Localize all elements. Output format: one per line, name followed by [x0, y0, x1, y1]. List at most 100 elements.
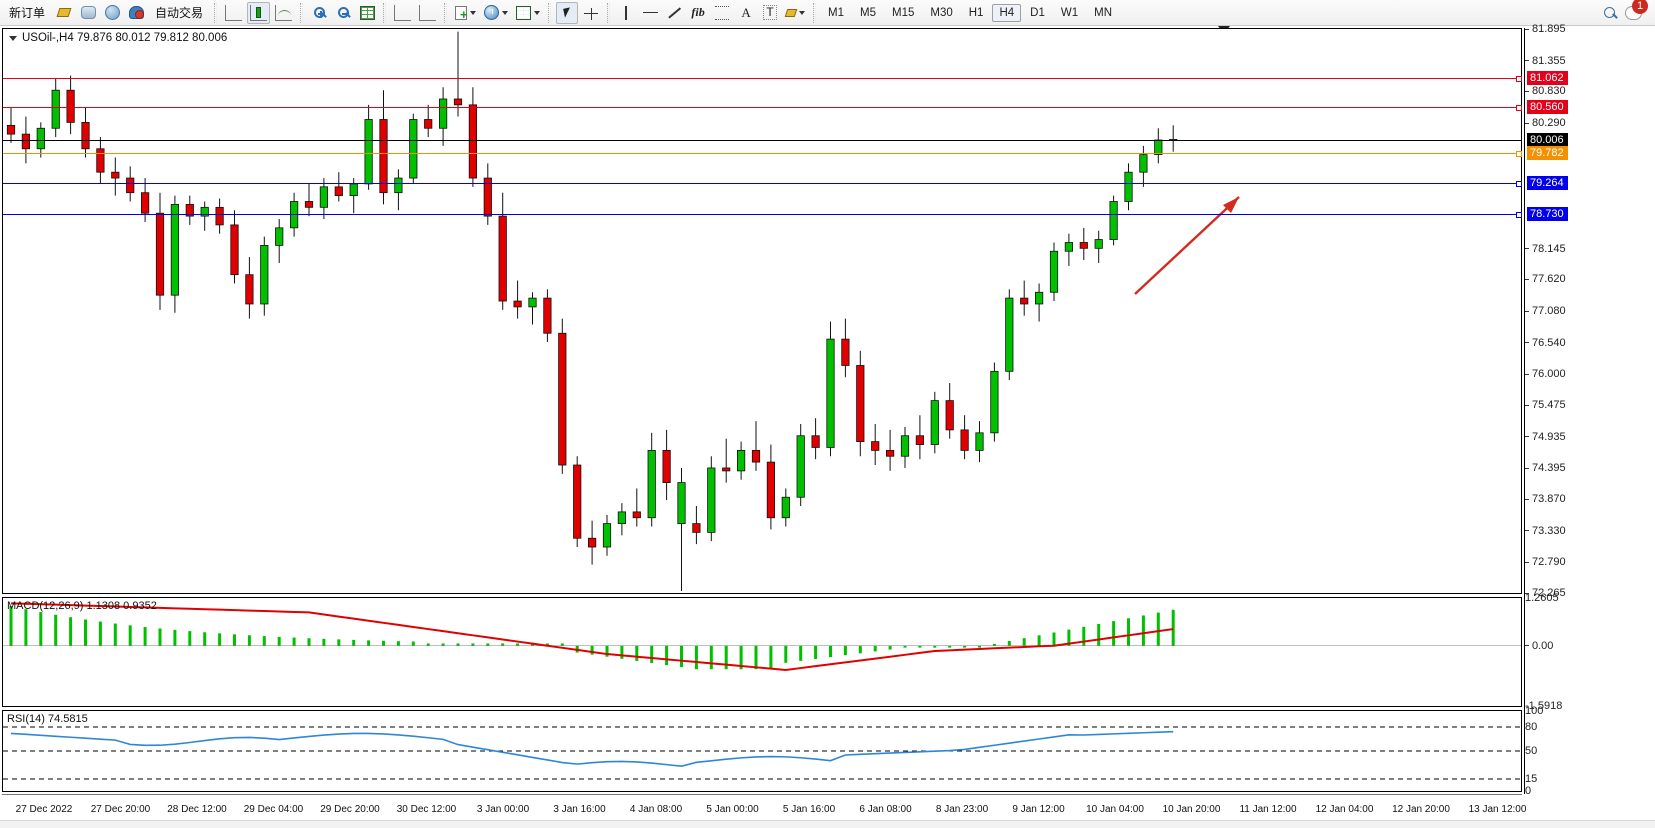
time-tick: 27 Dec 20:00: [90, 804, 151, 815]
rsi-pane[interactable]: RSI(14) 74.5815: [2, 710, 1522, 792]
price-tick: 80.830: [1525, 85, 1566, 97]
indicators-icon[interactable]: [452, 2, 479, 24]
timeframe-m5[interactable]: M5: [860, 6, 876, 19]
toolbar-separator: [548, 2, 552, 23]
price-level-line-support[interactable]: [3, 181, 1522, 188]
time-tick: 10 Jan 20:00: [1162, 804, 1221, 815]
price-tick: 80.290: [1525, 117, 1566, 129]
price-level-line-pivot[interactable]: [3, 150, 1522, 157]
time-tick: 27 Dec 2022: [15, 804, 73, 815]
timeframe-w1[interactable]: W1: [1060, 6, 1079, 19]
price-level-label-pivot[interactable]: 79.782: [1527, 145, 1568, 160]
price-level-label-support[interactable]: 78.730: [1527, 207, 1568, 222]
price-tick: 76.540: [1525, 337, 1566, 349]
price-level-label-current-price[interactable]: 80.006: [1527, 132, 1568, 147]
time-tick: 4 Jan 08:00: [629, 804, 683, 815]
price-tick: 73.870: [1525, 493, 1566, 505]
price-tick: 81.895: [1525, 23, 1566, 35]
price-level-label-resistance[interactable]: 80.560: [1527, 100, 1568, 115]
horizontal-scrollbar[interactable]: [0, 820, 1655, 828]
time-tick: 8 Jan 23:00: [935, 804, 989, 815]
expert-advisor-icon[interactable]: [125, 2, 147, 24]
timeframe-mn[interactable]: MN: [1094, 6, 1112, 19]
timeframe-h4[interactable]: H4: [992, 3, 1022, 22]
time-tick: 6 Jan 08:00: [859, 804, 912, 815]
chart-shift-icon[interactable]: [391, 2, 414, 24]
cursor-icon[interactable]: [556, 1, 579, 24]
objects-icon[interactable]: [783, 2, 808, 24]
auto-scroll-icon[interactable]: [416, 2, 439, 24]
candlestick-chart-icon[interactable]: [247, 1, 271, 24]
text-label-icon[interactable]: T: [759, 2, 781, 24]
zoom-in-icon[interactable]: [308, 2, 330, 24]
time-tick: 9 Jan 12:00: [1012, 804, 1065, 815]
time-tick: 29 Dec 04:00: [243, 804, 304, 815]
price-tick: 77.620: [1525, 273, 1566, 285]
time-tick: 28 Dec 12:00: [167, 804, 227, 815]
level-handle[interactable]: [1516, 212, 1522, 219]
level-handle[interactable]: [1516, 150, 1522, 157]
fibonacci-icon[interactable]: fib: [691, 5, 705, 19]
time-axis: 27 Dec 2022 27 Dec 20:00 28 Dec 12:00 29 De…: [2, 794, 1526, 826]
globe-icon[interactable]: [101, 2, 123, 24]
time-tick: 12 Jan 04:00: [1315, 804, 1374, 815]
price-level-line-support[interactable]: [3, 212, 1522, 219]
chart-title-text: USOil-,H4 79.876 80.012 79.812 80.006: [22, 32, 228, 44]
period-icon[interactable]: [481, 2, 511, 24]
price-level-label-resistance[interactable]: 81.062: [1527, 70, 1568, 85]
price-level-line-resistance[interactable]: [3, 105, 1522, 112]
time-tick: 3 Jan 16:00: [553, 804, 606, 815]
level-handle[interactable]: [1516, 105, 1522, 112]
price-level-line-current-price[interactable]: [3, 139, 1521, 141]
rsi-tick: 50: [1525, 745, 1538, 757]
timeframe-m15[interactable]: M15: [892, 6, 915, 19]
diamond-icon[interactable]: [53, 2, 75, 24]
macd-pane[interactable]: MACD(12,26,9) 1.1308 0.9352: [2, 597, 1522, 707]
time-tick: 10 Jan 04:00: [1086, 804, 1144, 815]
price-tick: 73.330: [1525, 525, 1566, 537]
time-tick: 3 Jan 00:00: [476, 804, 530, 815]
text-icon[interactable]: A: [741, 4, 751, 20]
line-chart-icon[interactable]: [272, 2, 295, 24]
tile-windows-icon[interactable]: [356, 2, 378, 24]
time-tick: 5 Jan 00:00: [706, 804, 759, 815]
timeframe-m1[interactable]: M1: [828, 6, 845, 19]
chat-badge: 1: [1632, 0, 1648, 14]
autotrading-button[interactable]: 自动交易: [149, 2, 209, 24]
rsi-label: RSI(14) 74.5815: [7, 713, 88, 725]
rsi-tick: 100: [1525, 705, 1544, 717]
search-icon[interactable]: [1598, 2, 1620, 24]
chart-workspace[interactable]: USOil-,H4 79.876 80.012 79.812 80.006 MA…: [0, 23, 1655, 828]
zoom-out-icon[interactable]: [332, 2, 354, 24]
macd-tick: -1.5918: [1525, 700, 1563, 712]
new-order-label: 新订单: [9, 6, 46, 20]
price-level-line-resistance[interactable]: [3, 75, 1522, 82]
macd-tick: 0.00: [1525, 640, 1553, 652]
level-handle[interactable]: [1516, 181, 1522, 188]
crosshair-icon[interactable]: [580, 2, 602, 24]
price-tick: 75.475: [1525, 399, 1566, 411]
time-tick: 30 Dec 12:00: [396, 804, 457, 815]
toolbar-separator: [383, 2, 387, 23]
cloud-icon[interactable]: [77, 2, 99, 24]
time-tick: 12 Jan 20:00: [1392, 804, 1450, 815]
price-tick: 81.355: [1525, 55, 1566, 67]
price-tick: 74.935: [1525, 431, 1566, 443]
bar-chart-icon[interactable]: [222, 2, 245, 24]
templates-icon[interactable]: [513, 2, 543, 24]
trendline-icon[interactable]: [663, 2, 685, 24]
chat-icon[interactable]: 1: [1622, 0, 1648, 24]
equidistant-channel-icon[interactable]: [711, 2, 733, 24]
timeframe-d1[interactable]: D1: [1030, 6, 1045, 19]
timeframe-m30[interactable]: M30: [930, 6, 953, 19]
price-chart-pane[interactable]: USOil-,H4 79.876 80.012 79.812 80.006: [2, 28, 1522, 594]
timeframe-h1[interactable]: H1: [968, 6, 984, 19]
horizontal-line-icon[interactable]: [639, 2, 661, 24]
bullish-trend-arrow-head: [1223, 197, 1239, 213]
price-scale[interactable]: 81.895 81.355 80.830 80.290 78.145 77.620 77.0…: [1524, 23, 1655, 797]
level-handle[interactable]: [1516, 75, 1522, 82]
new-order-button[interactable]: 新订单: [3, 2, 51, 24]
price-level-label-support[interactable]: 79.264: [1527, 176, 1568, 191]
macd-tick: 1.2605: [1525, 592, 1559, 604]
vertical-line-icon[interactable]: [615, 2, 637, 24]
